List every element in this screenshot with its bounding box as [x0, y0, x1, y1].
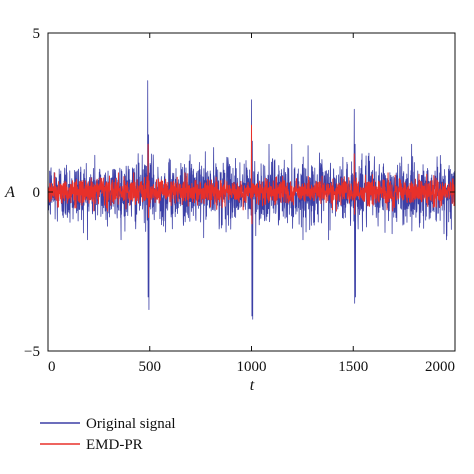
- series-emd-pr: [47, 124, 456, 225]
- y-axis-label: A: [4, 184, 15, 201]
- legend-label-emd-pr: EMD-PR: [86, 437, 143, 453]
- y-tick-label: 5: [33, 26, 41, 42]
- legend-label-original-signal: Original signal: [86, 416, 176, 432]
- series-layer: [47, 80, 456, 320]
- x-tick-label: 500: [139, 359, 162, 375]
- x-tick-label: 1500: [338, 359, 368, 375]
- x-tick-label: 0: [48, 359, 56, 375]
- y-tick-label: 0: [33, 185, 41, 201]
- x-axis-label: t: [250, 377, 255, 394]
- legend: Original signal EMD-PR: [40, 416, 176, 453]
- x-tick-label: 2000: [425, 359, 455, 375]
- x-tick-label: 1000: [237, 359, 267, 375]
- y-tick-label: −5: [24, 344, 40, 360]
- ticks-layer: 0 500 1000 1500 2000 −5 0 5: [24, 26, 456, 375]
